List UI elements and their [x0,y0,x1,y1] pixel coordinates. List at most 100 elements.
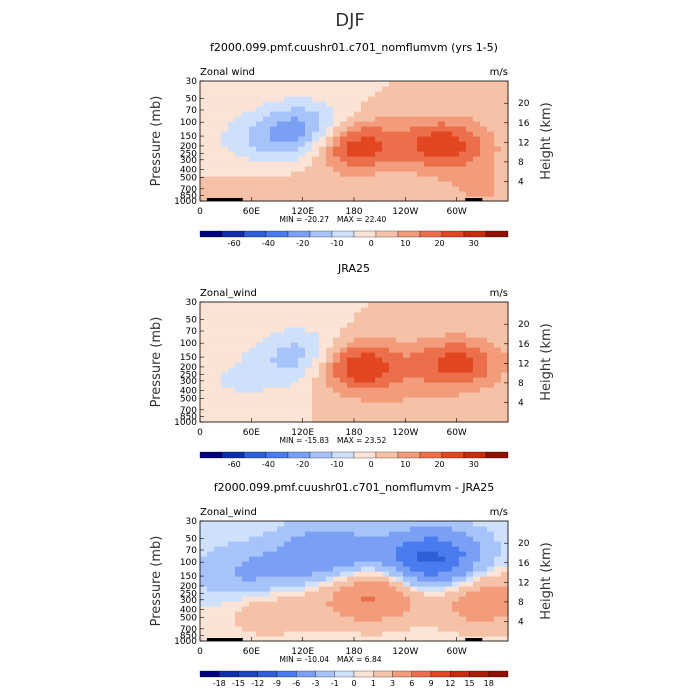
field-cell [354,342,362,348]
field-cell [207,357,215,363]
field-cell [480,166,488,172]
field-cell [382,606,390,612]
field-cell [501,342,509,348]
field-cell [221,536,229,542]
field-cell [284,556,292,562]
field-cell [228,327,236,333]
field-cell [354,91,362,97]
colorbar-label: -10 [330,239,343,248]
field-cell [340,402,348,408]
field-cell [221,591,229,597]
field-cell [319,566,327,572]
field-cell [501,601,509,607]
field-cell [347,541,355,547]
field-cell [326,387,334,393]
field-cell [354,621,362,627]
field-cell [284,196,292,202]
field-cell [382,111,390,117]
field-cell [298,91,306,97]
field-cell [221,357,229,363]
field-cell [424,586,432,592]
x-tick-label: 120E [291,207,314,217]
field-cell [277,616,285,622]
field-cell [221,171,229,177]
field-cell [305,571,313,577]
field-cell [361,101,369,107]
field-cell [249,521,257,527]
field-cell [347,342,355,348]
field-cell [396,96,404,102]
field-cell [487,586,495,592]
field-cell [389,106,397,112]
field-cell [410,312,418,318]
field-cell [228,101,236,107]
field-cell [228,126,236,132]
field-cell [354,526,362,532]
field-cell [459,546,467,552]
field-cell [361,397,369,403]
field-cell [305,81,313,87]
field-cell [333,337,341,343]
field-cell [389,636,397,642]
field-cell [417,81,425,87]
field-cell [438,327,446,333]
field-cell [214,621,222,627]
field-cell [375,372,383,378]
field-cell [263,616,271,622]
field-cell [235,367,243,373]
field-cell [480,91,488,97]
field-cell [487,151,495,157]
field-cell [494,302,502,308]
field-cell [333,387,341,393]
field-cell [354,571,362,577]
field-cell [214,161,222,167]
colorbar-box [243,451,267,459]
field-cell [319,121,327,127]
field-cell [354,171,362,177]
field-cell [445,621,453,627]
field-cell [326,596,334,602]
field-cell [249,601,257,607]
field-cell [417,312,425,318]
field-cell [431,586,439,592]
field-cell [270,116,278,122]
field-cell [452,91,460,97]
field-cell [333,556,341,562]
field-cell [368,551,376,557]
field-cell [207,397,215,403]
field-cell [431,521,439,527]
field-cell [319,591,327,597]
field-cell [368,636,376,642]
field-cell [445,327,453,333]
field-cell [256,171,264,177]
field-cell [361,596,369,602]
field-cell [396,526,404,532]
field-cell [459,586,467,592]
field-cell [326,141,334,147]
field-cell [382,332,390,338]
field-cell [340,576,348,582]
field-cell [375,417,383,423]
field-cell [263,161,271,167]
colorbar-box [463,451,487,459]
field-cell [354,601,362,607]
field-cell [403,591,411,597]
field-cell [291,96,299,102]
field-cell [284,342,292,348]
field-cell [340,176,348,182]
field-cell [256,362,264,368]
field-cell [200,556,208,562]
field-cell [375,571,383,577]
field-cell [389,601,397,607]
field-cell [305,362,313,368]
field-cell [235,621,243,627]
field-cell [382,327,390,333]
field-cell [298,196,306,202]
field-cell [270,357,278,363]
field-cell [431,151,439,157]
field-cell [319,317,327,323]
field-cell [417,171,425,177]
field-cell [340,332,348,338]
field-cell [256,377,264,383]
field-cell [473,581,481,587]
